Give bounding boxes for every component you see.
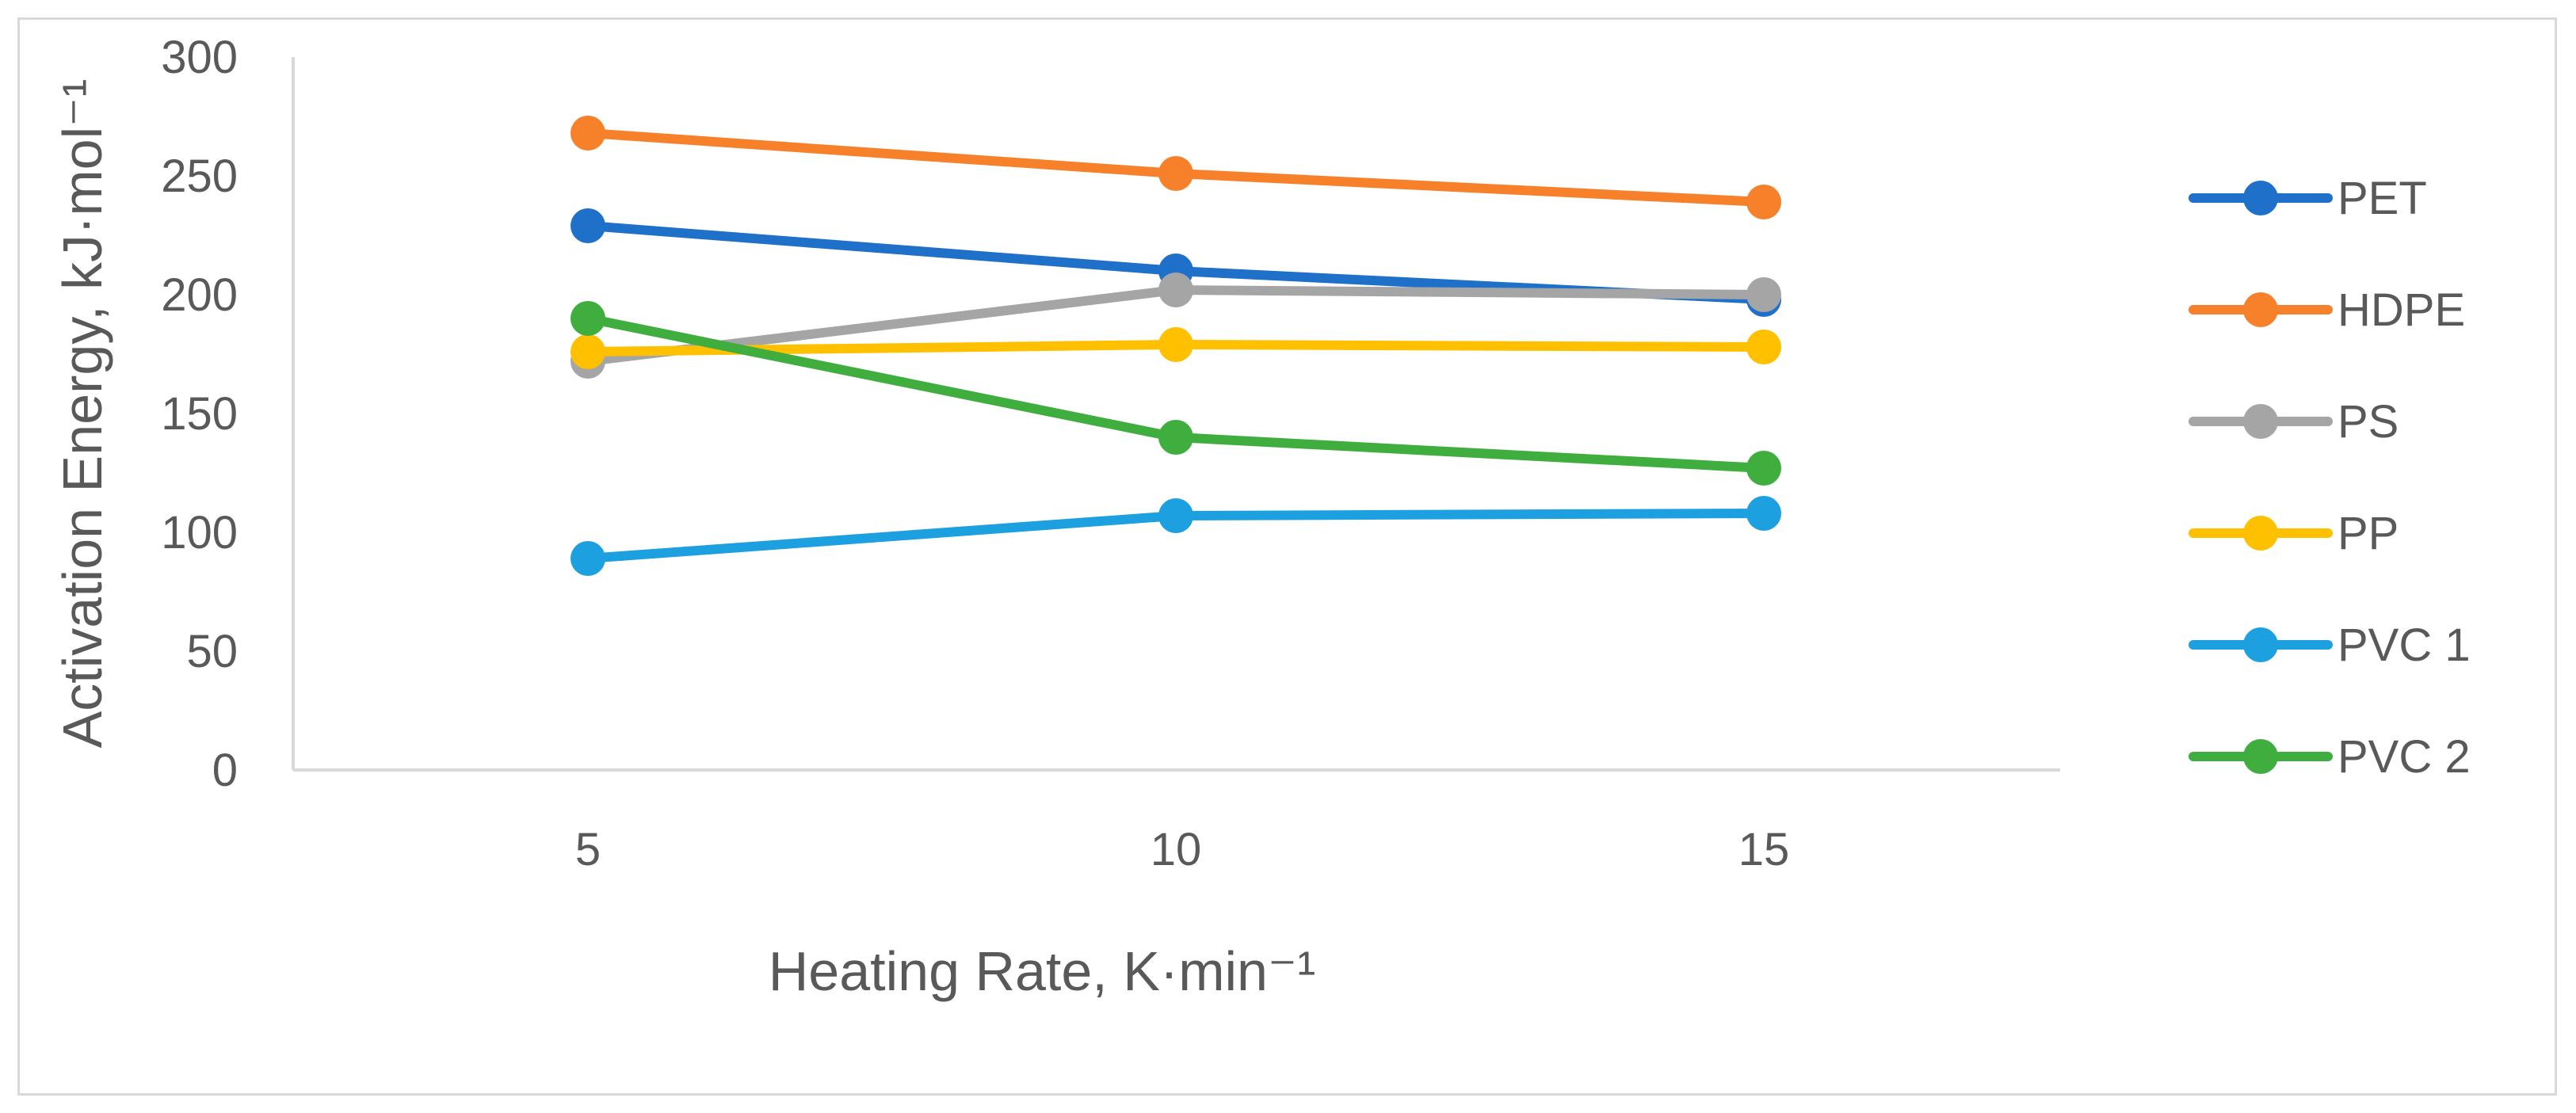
data-point-ps bbox=[1158, 273, 1193, 307]
x-tick-labels: 5 10 15 bbox=[575, 824, 1789, 875]
legend-label-pp: PP bbox=[2337, 508, 2399, 559]
legend-item-pet: PET bbox=[2189, 173, 2427, 224]
chart-frame bbox=[17, 17, 2557, 1096]
x-tick-label: 10 bbox=[1151, 824, 1202, 875]
data-point-hdpe bbox=[1746, 185, 1781, 219]
data-point-hdpe bbox=[571, 116, 605, 151]
legend-item-hdpe: HDPE bbox=[2189, 284, 2465, 336]
data-point-pet bbox=[571, 208, 605, 243]
y-tick-label: 150 bbox=[161, 388, 238, 440]
legend-marker-ps bbox=[2243, 404, 2278, 439]
legend-marker-pvc-2 bbox=[2243, 739, 2278, 774]
legend-item-pvc-1: PVC 1 bbox=[2189, 619, 2471, 671]
legend-marker-hdpe bbox=[2243, 292, 2278, 327]
data-point-pp bbox=[1746, 330, 1781, 364]
data-point-pvc-2 bbox=[1158, 420, 1193, 455]
series-layer bbox=[571, 116, 1781, 576]
data-point-pp bbox=[1158, 327, 1193, 362]
legend-marker-pvc-1 bbox=[2243, 627, 2278, 662]
data-point-pp bbox=[571, 334, 605, 369]
y-tick-label: 0 bbox=[212, 745, 238, 796]
legend-marker-pp bbox=[2243, 516, 2278, 551]
y-tick-label: 200 bbox=[161, 269, 238, 321]
legend: PET HDPE PS PP PVC 1 PVC 2 bbox=[2189, 173, 2471, 783]
y-axis-title: Activation Energy, kJ·mol⁻¹ bbox=[52, 79, 113, 749]
legend-item-pp: PP bbox=[2189, 508, 2399, 559]
data-point-pvc-1 bbox=[571, 541, 605, 576]
x-tick-label: 15 bbox=[1738, 824, 1790, 875]
data-point-hdpe bbox=[1158, 156, 1193, 191]
series-hdpe bbox=[571, 116, 1781, 219]
legend-label-ps: PS bbox=[2337, 396, 2399, 448]
y-tick-label: 100 bbox=[161, 507, 238, 558]
y-tick-labels: 0 50 100 150 200 250 300 bbox=[161, 32, 238, 796]
legend-label-pet: PET bbox=[2337, 173, 2427, 224]
legend-label-pvc-2: PVC 2 bbox=[2337, 731, 2471, 783]
axes bbox=[292, 57, 2060, 772]
data-point-pvc-2 bbox=[1746, 451, 1781, 486]
legend-label-pvc-1: PVC 1 bbox=[2337, 619, 2471, 671]
legend-item-ps: PS bbox=[2189, 396, 2399, 448]
legend-item-pvc-2: PVC 2 bbox=[2189, 731, 2471, 783]
series-pvc-2 bbox=[571, 301, 1781, 486]
y-tick-label: 250 bbox=[161, 151, 238, 202]
data-point-ps bbox=[1746, 277, 1781, 312]
series-pp bbox=[571, 327, 1781, 369]
x-tick-label: 5 bbox=[575, 824, 601, 875]
y-tick-label: 50 bbox=[186, 626, 238, 677]
data-point-pvc-1 bbox=[1746, 496, 1781, 531]
legend-label-hdpe: HDPE bbox=[2337, 284, 2465, 336]
data-point-pvc-1 bbox=[1158, 498, 1193, 533]
legend-marker-pet bbox=[2243, 181, 2278, 215]
series-pvc-1 bbox=[571, 496, 1781, 576]
y-tick-label: 300 bbox=[161, 32, 238, 83]
x-axis-title: Heating Rate, K·min⁻¹ bbox=[769, 940, 1316, 1002]
data-point-pvc-2 bbox=[571, 301, 605, 336]
